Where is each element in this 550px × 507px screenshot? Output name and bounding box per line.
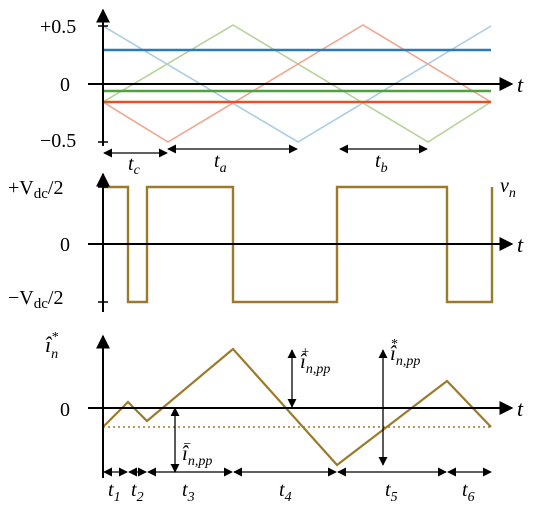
label-pp-star: în,pp*	[390, 337, 420, 369]
panel-current-ripple: în* 0 t în,pp+ în,pp* în,pp− t1 t2 t3 t4…	[45, 330, 524, 505]
label-pp-plus: în,pp+	[300, 345, 330, 377]
signal-label-vn: vn	[500, 175, 516, 201]
label-pp-minus: în,pp−	[182, 437, 212, 469]
label-ta: ta	[214, 150, 227, 176]
panel-carrier-waves: +0.5 0 −0.5 t tc ta tb	[40, 8, 524, 178]
label-tc: tc	[128, 153, 141, 178]
label-t4: t4	[279, 479, 292, 505]
p3-axis-label-t: t	[517, 396, 524, 421]
p3-ylabel: în*	[45, 330, 58, 362]
carrier-blue	[102, 25, 492, 143]
panel-switching-voltage: +Vdc/2 0 −Vdc/2 t vn	[8, 172, 524, 312]
label-t3: t3	[182, 479, 195, 505]
p1-axis-label-t: t	[517, 72, 524, 97]
label-t5: t5	[385, 479, 398, 505]
label-t1: t1	[108, 479, 121, 505]
p1-tick-label-bottom: −0.5	[40, 130, 76, 152]
p2-tick-label-zero: 0	[60, 234, 70, 256]
p2-tick-label-top: +Vdc/2	[8, 177, 63, 202]
p1-tick-label-zero: 0	[60, 74, 70, 96]
label-tb: tb	[375, 150, 388, 176]
p2-tick-label-bottom: −Vdc/2	[8, 287, 63, 312]
signal-vn	[103, 185, 494, 304]
label-t2: t2	[131, 479, 144, 505]
p2-axis-label-t: t	[517, 232, 524, 257]
label-t6: t6	[462, 479, 475, 505]
p3-tick-label-zero: 0	[60, 399, 70, 421]
p1-tick-label-top: +0.5	[40, 16, 76, 38]
signal-in	[102, 347, 492, 467]
